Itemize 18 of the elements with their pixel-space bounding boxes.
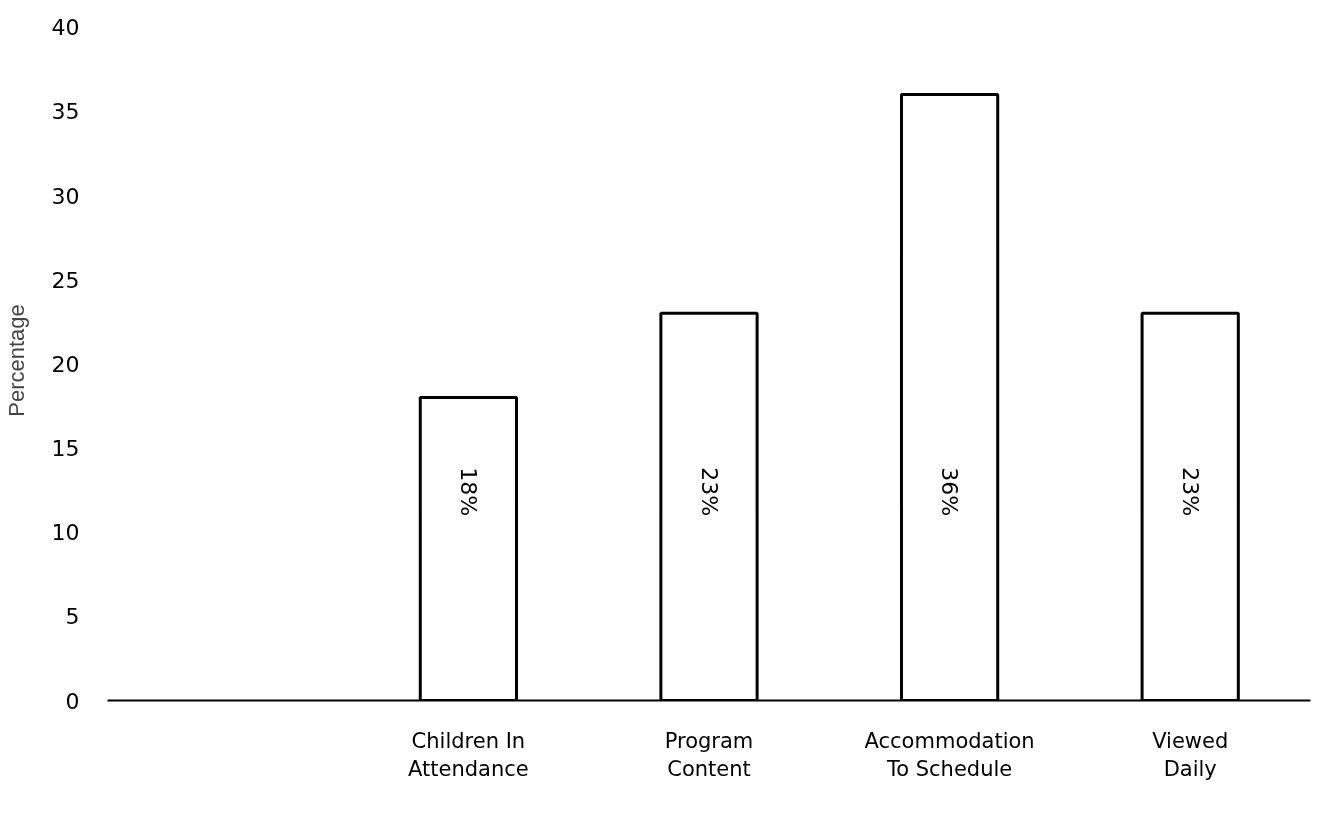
y-tick-label: 30 (51, 183, 80, 209)
y-tick-label: 0 (65, 688, 80, 714)
y-tick-label: 15 (51, 436, 80, 462)
x-tick-label: Viewed Daily (1152, 728, 1229, 782)
y-tick-label: 5 (65, 604, 80, 630)
data-label: 23% (696, 467, 722, 517)
y-tick-label: 25 (51, 267, 80, 293)
data-label: 18% (455, 467, 481, 517)
data-label: 23% (1177, 467, 1203, 517)
data-label: 36% (937, 467, 963, 517)
x-tick-label: Program Content (664, 728, 754, 782)
y-tick-label: 40 (51, 15, 80, 41)
y-axis-title: Percentage (3, 304, 29, 417)
y-tick-label: 35 (51, 99, 80, 125)
y-tick-label: 20 (51, 351, 80, 377)
x-tick-label: Accommodation To Schedule (864, 728, 1035, 782)
y-tick-label: 10 (51, 520, 80, 546)
x-tick-label: Children In Attendance (408, 728, 529, 782)
